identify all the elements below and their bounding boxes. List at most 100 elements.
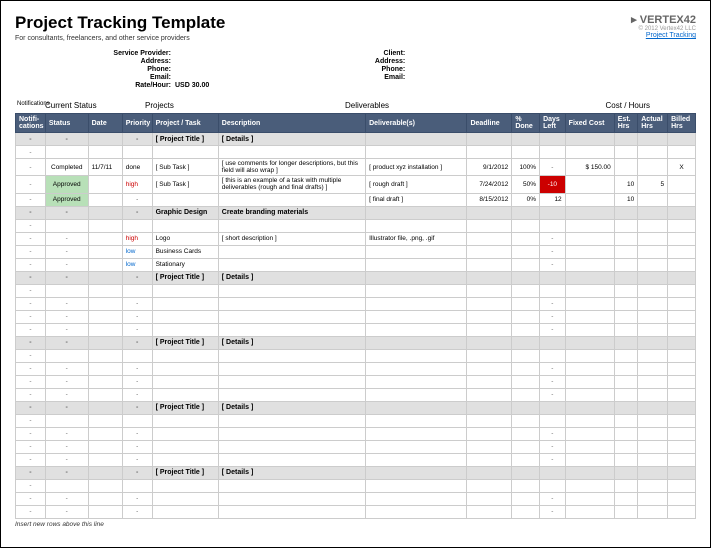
section-title: [ Project Title ] [152,466,218,479]
section-desc: Create branding materials [218,206,365,219]
table-row[interactable]: ---- [16,505,696,518]
cell-task: [ Sub Task ] [152,159,218,176]
table-row[interactable]: ---- [16,297,696,310]
cell-days: 12 [540,193,566,206]
sh-projects: Projects [143,100,343,111]
cell-dead: 8/15/2012 [467,193,512,206]
cell-days: -10 [540,176,566,193]
table-row[interactable]: ---- [16,375,696,388]
label-client-phone: Phone: [329,66,409,73]
footnote: Insert new rows above this line [15,521,696,528]
cell-prio: low [122,245,152,258]
header-row: Notifi-cations Status Date Priority Proj… [16,114,696,133]
th-dead[interactable]: Deadline [467,114,512,133]
sh-status: Current Status [43,100,143,111]
table-row[interactable]: ---- [16,440,696,453]
cell-prio: high [122,232,152,245]
cell-desc: [ this is an example of a task with mult… [218,176,365,193]
table-row[interactable]: - [16,284,696,297]
table-row[interactable]: - [16,479,696,492]
table-row[interactable]: ---- [16,310,696,323]
table-row[interactable]: ---- [16,492,696,505]
table-row[interactable]: -Approved-[ final draft ]8/15/20120%1210 [16,193,696,206]
sh-notif: Notifications [15,100,43,111]
sh-cost: Cost / Hours [530,100,652,111]
cell-desc: [ use comments for longer descriptions, … [218,159,365,176]
brand-block: ▸ VERTEX42 © 2012 Vertex42 LLC Project T… [631,13,696,39]
cell-esth: 10 [614,193,637,206]
table-row[interactable]: - [16,414,696,427]
section-title: [ Project Title ] [152,271,218,284]
cell-dead: 7/24/2012 [467,176,512,193]
header: Project Tracking Template For consultant… [15,13,696,42]
th-prio[interactable]: Priority [122,114,152,133]
cell-deliv: [ product xyz installation ] [366,159,467,176]
th-desc[interactable]: Description [218,114,365,133]
cell-status: Approved [45,193,88,206]
cell-pct: 50% [512,176,540,193]
section-title: [ Project Title ] [152,401,218,414]
brand-link[interactable]: Project Tracking [646,32,696,39]
value-rate: USD 30.00 [175,82,209,89]
cell-acth: 5 [638,176,668,193]
table-row[interactable]: --lowBusiness Cards- [16,245,696,258]
cell-date: 11/7/11 [88,159,122,176]
th-fcost[interactable]: Fixed Cost [565,114,614,133]
cell-pct: 100% [512,159,540,176]
section-desc: [ Details ] [218,466,365,479]
section-row[interactable]: ---[ Project Title ][ Details ] [16,336,696,349]
label-rate: Rate/Hour: [95,82,175,89]
th-bilh[interactable]: Billed Hrs [668,114,696,133]
cell-deliv: [ rough draft ] [366,176,467,193]
table-row[interactable]: -Completed11/7/11done[ Sub Task ][ use c… [16,159,696,176]
table-row[interactable]: - [16,349,696,362]
label-email: Email: [95,74,175,81]
cell-task: Stationary [152,258,218,271]
cell-prio: high [122,176,152,193]
table-row[interactable]: ---- [16,388,696,401]
table-row[interactable]: --highLogo[ short description ]Illustrat… [16,232,696,245]
cell-esth: 10 [614,176,637,193]
th-status[interactable]: Status [45,114,88,133]
th-task[interactable]: Project / Task [152,114,218,133]
client-info: Client: Address: Phone: Email: [329,50,409,90]
th-notif[interactable]: Notifi-cations [16,114,46,133]
table-row[interactable]: - [16,146,696,159]
label-provider: Service Provider: [95,50,175,57]
table-row[interactable]: ---- [16,453,696,466]
cell-desc: [ short description ] [218,232,365,245]
tracking-table: Notifi-cations Status Date Priority Proj… [15,113,696,519]
table-row[interactable]: ---- [16,427,696,440]
section-title: [ Project Title ] [152,133,218,146]
label-client: Client: [329,50,409,57]
section-title: [ Project Title ] [152,336,218,349]
table-row[interactable]: ---- [16,362,696,375]
th-pct[interactable]: % Done [512,114,540,133]
table-row[interactable]: --lowStationary- [16,258,696,271]
table-row[interactable]: ---- [16,323,696,336]
section-title: Graphic Design [152,206,218,219]
title-block: Project Tracking Template For consultant… [15,13,225,42]
page-title: Project Tracking Template [15,13,225,33]
th-esth[interactable]: Est. Hrs [614,114,637,133]
cell-prio: done [122,159,152,176]
subtitle: For consultants, freelancers, and other … [15,35,225,42]
section-row[interactable]: ---[ Project Title ][ Details ] [16,271,696,284]
cell-pct: 0% [512,193,540,206]
th-date[interactable]: Date [88,114,122,133]
sh-deliv: Deliverables [343,100,530,111]
th-acth[interactable]: Actual Hrs [638,114,668,133]
th-days[interactable]: Days Left [540,114,566,133]
section-headers: Notifications Current Status Projects De… [15,100,696,111]
section-row[interactable]: ---[ Project Title ][ Details ] [16,466,696,479]
section-row[interactable]: ---[ Project Title ][ Details ] [16,133,696,146]
section-desc: [ Details ] [218,401,365,414]
th-deliv[interactable]: Deliverable(s) [366,114,467,133]
section-row[interactable]: ---[ Project Title ][ Details ] [16,401,696,414]
table-row[interactable]: -Approvedhigh[ Sub Task ][ this is an ex… [16,176,696,193]
cell-status: Completed [45,159,88,176]
cell-bilh: X [668,159,696,176]
table-row[interactable]: - [16,219,696,232]
cell-task: Logo [152,232,218,245]
section-row[interactable]: ---Graphic DesignCreate branding materia… [16,206,696,219]
